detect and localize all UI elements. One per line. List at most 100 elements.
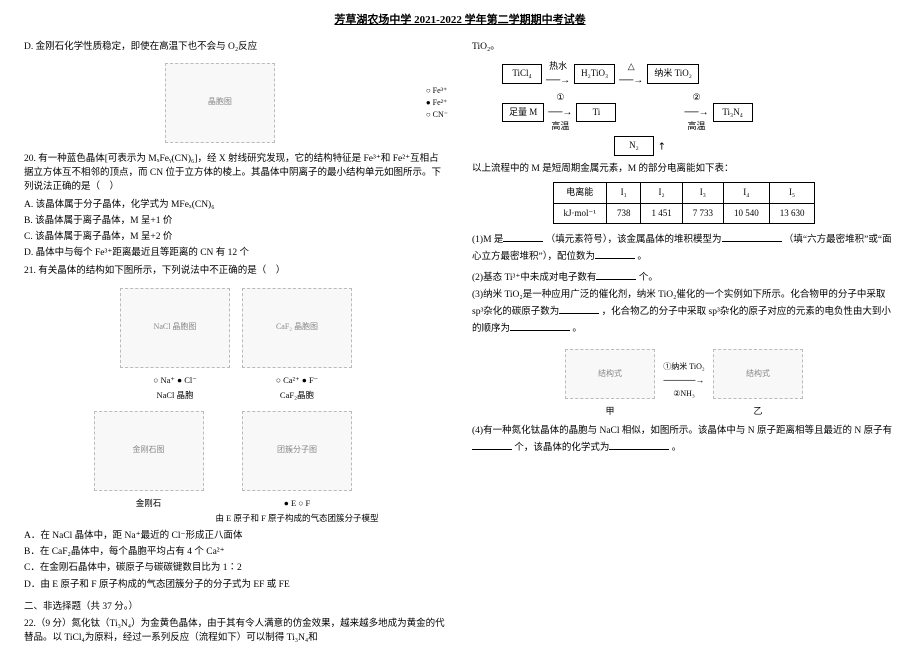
reactant-jia-structure: 结构式 甲 <box>565 343 655 419</box>
reaction-arrow: ①纳米 TiO₂ ─────→ ②NH₃ <box>663 360 704 401</box>
page-header-title: 芳草湖农场中学 2021-2022 学年第二学期期中考试卷 <box>24 12 896 29</box>
q21-figures-row2: 金刚石图 金刚石 团簇分子图 ● E ○ F 由 E 原子和 F 原子构成的气态… <box>24 405 448 525</box>
q22-stem: 22.（9 分）氮化钛（Ti₃N₄）为金黄色晶体，由于其有令人满意的仿金效果，越… <box>24 617 448 646</box>
table-row: kJ·mol⁻¹ 738 1 451 7 733 10 540 13 630 <box>553 203 815 224</box>
ef-label: 由 E 原子和 F 原子构成的气态团簇分子模型 <box>216 512 379 525</box>
flow-arrow-hotwater: 热水 ──→ <box>546 60 570 89</box>
gaowen2-label: 高温 <box>684 120 708 134</box>
flow-ticl4: TiCl₄ <box>502 64 542 84</box>
q22-2-a: (2)基态 Ti³⁺中未成对电子数有 <box>472 273 596 283</box>
th-energy: 电离能 <box>553 183 606 204</box>
q21-fig-caf2: CaF₂ 晶胞图 ○ Ca²⁺ ● F⁻ CaF₂晶胞 <box>242 282 352 402</box>
tio2-continuation: TiO₂。 <box>472 40 896 54</box>
flow-arrow-gaowen1: ① ──→ 高温 <box>548 91 572 133</box>
product-yi-structure: 结构式 乙 <box>713 343 803 419</box>
ef-legend: ● E ○ F <box>216 497 379 510</box>
reaction-scheme: 结构式 甲 ①纳米 TiO₂ ─────→ ②NH₃ 结构式 乙 <box>472 343 896 419</box>
gaowen-label: 高温 <box>548 120 572 134</box>
q20-option-c: C. 该晶体属于离子晶体，M 呈+2 价 <box>24 230 448 244</box>
caf2-legend: ○ Ca²⁺ ● F⁻ <box>242 374 352 387</box>
th-i1: I₁ <box>606 183 641 204</box>
q22-1-b: （填元素符号），该金属晶体的堆积模型为 <box>546 235 722 245</box>
flow-caption: 以上流程中的 M 是短周期金属元素，M 的部分电离能如下表： <box>472 162 896 176</box>
q20-option-a: A. 该晶体属于分子晶体，化学式为 MFeₓ(CN)₆ <box>24 198 448 212</box>
q22-4: (4)有一种氮化钛晶体的晶胞与 NaCl 相似，如图所示。该晶体中与 N 原子距… <box>472 424 896 456</box>
blank-input[interactable] <box>559 302 599 314</box>
page-columns: D. 金刚石化学性质稳定，即使在高温下也不会与 O₂反应 晶胞图 ○ Fe³⁺ … <box>24 37 896 649</box>
diamond-figure: 金刚石图 <box>94 411 204 491</box>
q19-legend: ○ Fe³⁺ ● Fe²⁺ ○ CN⁻ <box>426 85 448 121</box>
q21-option-d: D．由 E 原子和 F 原子构成的气态团簇分子的分子式为 EF 或 FE <box>24 578 448 592</box>
nacl-cell-figure: NaCl 晶胞图 <box>120 288 230 368</box>
q21-figures-row1: NaCl 晶胞图 ○ Na⁺ ● Cl⁻ NaCl 晶胞 CaF₂ 晶胞图 ○ … <box>24 282 448 402</box>
flow-row-1: TiCl₄ 热水 ──→ H₂TiO₃ △ ──→ 纳米 TiO₂ <box>502 60 896 89</box>
blank-input[interactable] <box>503 230 543 242</box>
nacl-legend: ○ Na⁺ ● Cl⁻ <box>120 374 230 387</box>
right-column: TiO₂。 TiCl₄ 热水 ──→ H₂TiO₃ △ ──→ 纳米 TiO₂ … <box>472 37 896 649</box>
q20-option-d: D. 晶体中与每个 Fe³⁺距离最近且等距离的 CN 有 12 个 <box>24 246 448 260</box>
num2-label: ② <box>684 91 708 105</box>
flow-zuliang-m: 足量 M <box>502 103 544 123</box>
q22-3-c: 。 <box>572 324 582 334</box>
arrow-icon-4: ──→ <box>684 105 708 120</box>
blank-input[interactable] <box>596 268 636 280</box>
q22-4-c: 。 <box>672 443 682 453</box>
q22-1-d: 。 <box>637 252 647 262</box>
th-i2: I₂ <box>641 183 682 204</box>
flow-diagram: TiCl₄ 热水 ──→ H₂TiO₃ △ ──→ 纳米 TiO₂ 足量 M ①… <box>502 60 896 156</box>
left-column: D. 金刚石化学性质稳定，即使在高温下也不会与 O₂反应 晶胞图 ○ Fe³⁺ … <box>24 37 448 649</box>
q22-1-a: (1)M 是 <box>472 235 503 245</box>
nacl-label: NaCl 晶胞 <box>120 389 230 402</box>
table-row: 电离能 I₁ I₂ I₃ I₄ I₅ <box>553 183 815 204</box>
jia-label: 甲 <box>606 406 615 416</box>
legend-cn: ○ CN⁻ <box>426 109 448 121</box>
flow-arrow-delta: △ ──→ <box>619 60 643 89</box>
flow-ti3n4: Ti₃N₄ <box>713 103 753 123</box>
td-v2: 1 451 <box>641 203 682 224</box>
th-i4: I₄ <box>723 183 769 204</box>
q21-option-c: C．在金刚石晶体中，碳原子与碳碳键数目比为 1∶2 <box>24 561 448 575</box>
td-v5: 13 630 <box>769 203 815 224</box>
rxn-cond1: ①纳米 TiO₂ <box>663 362 704 371</box>
jia-structure-figure: 结构式 <box>565 349 655 399</box>
delta-label: △ <box>619 60 643 74</box>
arrow-icon: ──→ <box>546 73 570 88</box>
q19-crystal-figure: 晶胞图 <box>165 63 275 143</box>
td-v3: 7 733 <box>682 203 723 224</box>
blank-input[interactable] <box>609 438 669 450</box>
blank-input[interactable] <box>510 319 570 331</box>
ionization-table: 电离能 I₁ I₂ I₃ I₄ I₅ kJ·mol⁻¹ 738 1 451 7 … <box>553 182 816 224</box>
legend-fe3: ○ Fe³⁺ <box>426 85 448 97</box>
q22-3: (3)纳米 TiO₂是一种应用广泛的催化剂，纳米 TiO₂催化的一个实例如下所示… <box>472 288 896 337</box>
legend-fe2: ● Fe²⁺ <box>426 97 448 109</box>
caf2-cell-figure: CaF₂ 晶胞图 <box>242 288 352 368</box>
q20-stem: 20. 有一种蓝色晶体[可表示为 MₓFeᵧ(CN)₆]，经 X 射线研究发现，… <box>24 152 448 195</box>
q19-figure-area: 晶胞图 ○ Fe³⁺ ● Fe²⁺ ○ CN⁻ <box>24 57 448 149</box>
q21-fig-diamond: 金刚石图 金刚石 <box>94 405 204 525</box>
blank-input[interactable] <box>595 247 635 259</box>
flow-n2: N₂ <box>614 136 654 156</box>
q20-option-b: B. 该晶体属于离子晶体，M 呈+1 价 <box>24 214 448 228</box>
td-v4: 10 540 <box>723 203 769 224</box>
num1-label: ① <box>548 91 572 105</box>
q22-4-a: (4)有一种氮化钛晶体的晶胞与 NaCl 相似，如图所示。该晶体中与 N 原子距… <box>472 426 892 436</box>
blank-input[interactable] <box>472 438 512 450</box>
th-unit: kJ·mol⁻¹ <box>553 203 606 224</box>
flow-nano-tio2: 纳米 TiO₂ <box>647 64 699 84</box>
q19-option-d: D. 金刚石化学性质稳定，即使在高温下也不会与 O₂反应 <box>24 40 448 54</box>
th-i3: I₃ <box>682 183 723 204</box>
blank-input[interactable] <box>722 230 782 242</box>
flow-h2tio3: H₂TiO₃ <box>574 64 615 84</box>
arrow-icon-2: ──→ <box>619 73 643 88</box>
q21-fig-nacl: NaCl 晶胞图 ○ Na⁺ ● Cl⁻ NaCl 晶胞 <box>120 282 230 402</box>
q22-2: (2)基态 Ti³⁺中未成对电子数有 个。 <box>472 268 896 285</box>
th-i5: I₅ <box>769 183 815 204</box>
rxn-cond2: ②NH₃ <box>673 389 695 398</box>
hot-water-label: 热水 <box>546 60 570 74</box>
arrow-up-icon: ↗ <box>654 138 671 155</box>
ef-cluster-figure: 团簇分子图 <box>242 411 352 491</box>
arrow-icon-3: ──→ <box>548 105 572 120</box>
q21-fig-ef: 团簇分子图 ● E ○ F 由 E 原子和 F 原子构成的气态团簇分子模型 <box>216 405 379 525</box>
yi-label: 乙 <box>753 406 762 416</box>
yi-structure-figure: 结构式 <box>713 349 803 399</box>
